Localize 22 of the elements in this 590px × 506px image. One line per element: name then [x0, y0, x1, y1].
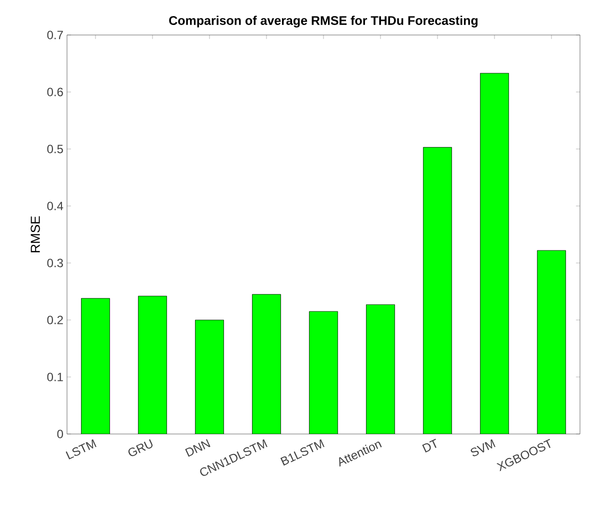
x-tick-label: DT — [422, 438, 436, 452]
bar — [81, 298, 110, 434]
y-tick-label: 0.3 — [47, 258, 63, 268]
bar — [480, 72, 509, 434]
chart-title: Comparison of average RMSE for THDu Forecasting — [169, 16, 478, 28]
bar — [195, 320, 224, 434]
y-tick-label: 0.6 — [47, 88, 63, 96]
y-axis-title: RMSE — [30, 216, 40, 252]
bar — [309, 311, 338, 434]
bar — [138, 296, 167, 434]
y-tick-label: 0.1 — [47, 372, 63, 382]
bar — [252, 294, 281, 434]
x-tick-label: GRU — [128, 439, 153, 456]
y-tick-label: 0.5 — [47, 144, 63, 154]
y-tick-label: 0.4 — [47, 202, 64, 210]
x-tick-label: SVM — [470, 439, 496, 456]
bar — [423, 147, 452, 434]
y-tick-label: 0 — [57, 430, 64, 438]
y-tick-label: 0.7 — [47, 30, 63, 40]
bar — [366, 304, 395, 434]
bar — [537, 250, 566, 434]
y-tick-label: 0.2 — [47, 316, 63, 324]
